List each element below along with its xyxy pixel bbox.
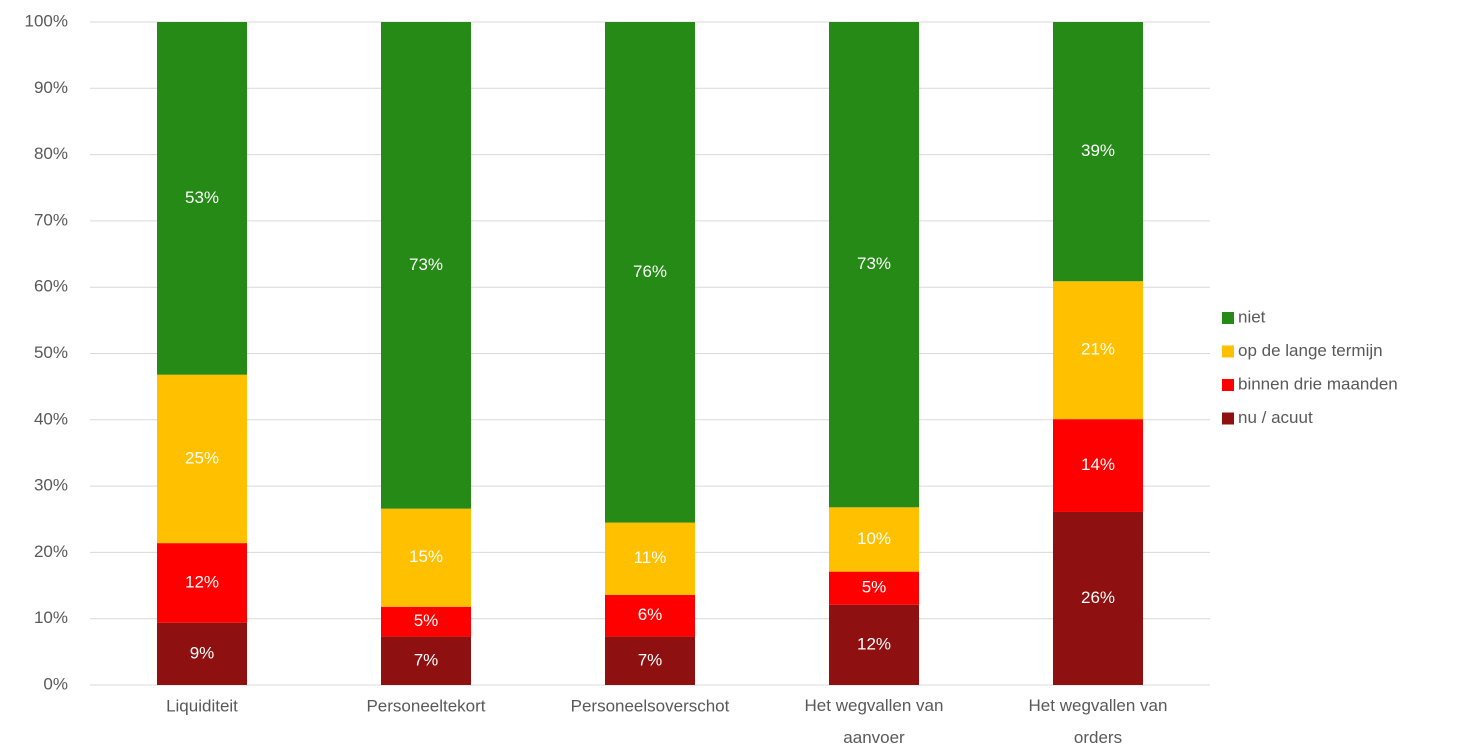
data-label: 7% (414, 650, 439, 669)
bar-segment (829, 604, 919, 685)
bar-segment (381, 22, 471, 509)
y-tick-label: 80% (34, 144, 68, 163)
data-label: 25% (185, 448, 219, 467)
x-tick-label: Het wegvallen van aanvoer (805, 696, 944, 747)
data-label: 11% (634, 548, 667, 567)
bar-segment (829, 571, 919, 605)
x-tick-label: Het wegvallen van orders (1029, 696, 1168, 747)
data-label: 10% (857, 529, 891, 548)
bar-segment (605, 522, 695, 595)
x-tick-label-line: aanvoer (843, 728, 905, 747)
y-tick-label: 60% (34, 277, 68, 296)
data-label: 73% (857, 254, 891, 273)
data-label: 15% (409, 547, 443, 566)
bar-segment (1053, 511, 1143, 685)
bar-segment (157, 543, 247, 623)
bar-segment (157, 622, 247, 685)
data-label: 39% (1081, 141, 1115, 160)
x-tick-label: Personeeltekort (366, 696, 485, 715)
bar-segment (381, 606, 471, 637)
bar-segment (1053, 419, 1143, 512)
x-tick-label: Personeelsoverschot (571, 696, 730, 715)
data-label: 21% (1081, 340, 1115, 359)
bar-segment (381, 636, 471, 685)
bar-segment (1053, 22, 1143, 282)
bar-segment (605, 594, 695, 637)
bar-segment (157, 374, 247, 544)
x-tick-label-line: Het wegvallen van (1029, 696, 1168, 715)
legend-label: op de lange termijn (1238, 341, 1383, 360)
y-tick-label: 40% (34, 409, 68, 428)
data-label: 7% (638, 650, 663, 669)
data-label: 53% (185, 188, 219, 207)
data-label: 6% (638, 605, 663, 624)
legend-swatch (1222, 412, 1234, 425)
x-tick-label-line: orders (1074, 728, 1122, 747)
bar-segment (829, 22, 919, 508)
legend-label: binnen drie maanden (1238, 374, 1398, 393)
data-label: 5% (414, 611, 439, 630)
y-tick-label: 30% (34, 476, 68, 495)
bar-segment (381, 508, 471, 607)
data-label: 26% (1081, 588, 1115, 607)
y-tick-label: 10% (34, 608, 68, 627)
data-label: 73% (409, 255, 443, 274)
y-tick-label: 70% (34, 210, 68, 229)
y-tick-label: 90% (34, 78, 68, 97)
bar-segment (1053, 281, 1143, 420)
bar-segment (157, 22, 247, 375)
data-label: 12% (185, 572, 219, 591)
y-tick-label: 100% (25, 11, 68, 30)
bar-segment (605, 636, 695, 685)
bar-segment (605, 22, 695, 523)
data-label: 9% (190, 643, 215, 662)
legend-swatch (1222, 379, 1234, 391)
bar-segment (829, 507, 919, 572)
x-tick-label: Liquiditeit (166, 696, 238, 715)
legend-label: nu / acuut (1238, 408, 1313, 427)
y-tick-label: 20% (34, 542, 68, 561)
data-label: 12% (857, 634, 891, 653)
data-label: 5% (862, 578, 887, 597)
legend-swatch (1222, 312, 1234, 324)
y-tick-label: 0% (43, 674, 68, 693)
y-tick-label: 50% (34, 343, 68, 362)
legend-swatch (1222, 345, 1234, 358)
data-label: 76% (633, 262, 667, 281)
legend-label: niet (1238, 307, 1266, 326)
x-tick-label-line: Het wegvallen van (805, 696, 944, 715)
data-label: 14% (1081, 455, 1115, 474)
